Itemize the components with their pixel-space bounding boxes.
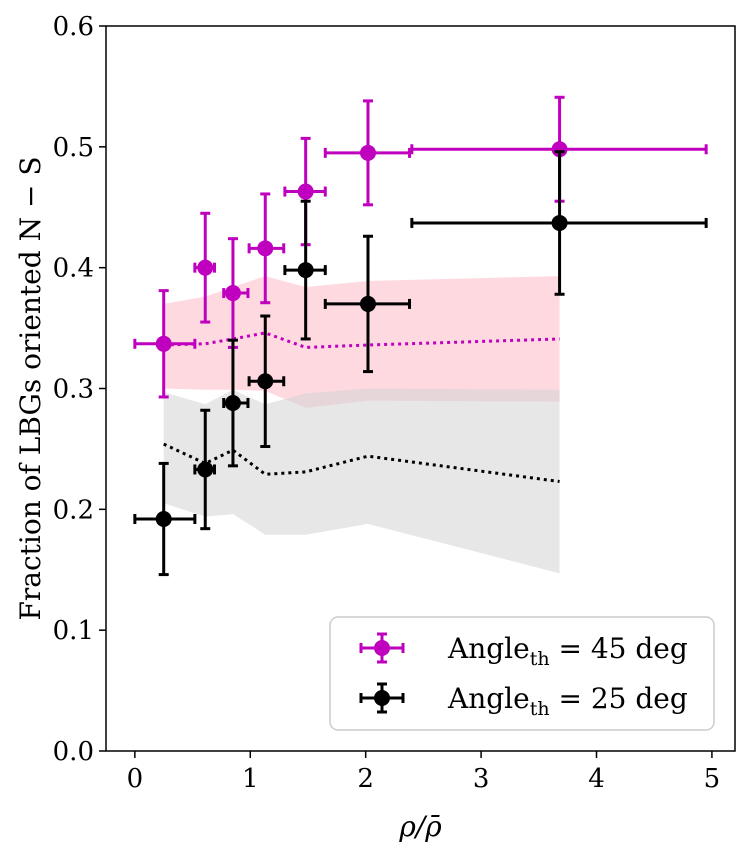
data-point (257, 240, 274, 257)
y-tick-label: 0.6 (53, 12, 94, 42)
legend-label-subscript: th (530, 648, 550, 670)
data-point (197, 259, 214, 276)
legend-label-value: = 45 deg (550, 632, 688, 665)
x-tick-label: 3 (473, 764, 490, 794)
data-point (224, 285, 241, 302)
data-point (257, 373, 274, 390)
data-point (224, 395, 241, 411)
data-point (551, 141, 568, 158)
x-axis-label: ρ/ρ̄ (398, 810, 442, 843)
y-tick-label: 0.4 (53, 254, 94, 284)
legend-entry-0: Angleth = 45 deg (359, 632, 688, 670)
legend-label: Angleth = 25 deg (447, 682, 688, 720)
x-tick-label: 5 (704, 764, 721, 794)
data-point (155, 511, 172, 527)
x-tick-label: 4 (588, 764, 605, 794)
y-axis-label: Fraction of LBGs oriented N − S (14, 156, 47, 620)
data-point (359, 295, 376, 312)
legend-label-main: Angle (447, 632, 530, 665)
series-0 (133, 95, 708, 399)
data-point (359, 144, 376, 161)
legend-label-value: = 25 deg (550, 682, 688, 715)
y-tick-label: 0.5 (53, 133, 94, 163)
x-tick-label: 1 (242, 764, 259, 794)
data-series (133, 95, 708, 577)
data-point (155, 335, 172, 352)
data-point (551, 214, 568, 231)
legend-marker (374, 640, 390, 656)
legend-label-main: Angle (447, 682, 530, 715)
data-point (297, 183, 314, 200)
data-point (197, 461, 214, 478)
legend-label: Angleth = 45 deg (447, 632, 688, 670)
legend-box (329, 616, 715, 731)
x-tick-label: 0 (127, 764, 144, 794)
x-tick-label: 2 (357, 764, 374, 794)
y-tick-label: 0.2 (53, 495, 94, 525)
legend-marker (374, 690, 390, 706)
y-tick-label: 0.3 (53, 375, 94, 405)
band-area-1 (163, 388, 560, 574)
series-1 (133, 150, 708, 577)
y-tick-label: 0.1 (53, 616, 94, 646)
data-point (297, 262, 314, 279)
axis-ticks: 0 1 2 3 4 5 0.0 0.1 0.2 0.3 0.4 0.5 0.6 (53, 12, 721, 794)
confidence-bands (163, 276, 560, 574)
legend-entry-1: Angleth = 25 deg (359, 682, 688, 720)
y-tick-label: 0.0 (53, 737, 94, 767)
legend-label-subscript: th (530, 698, 550, 720)
